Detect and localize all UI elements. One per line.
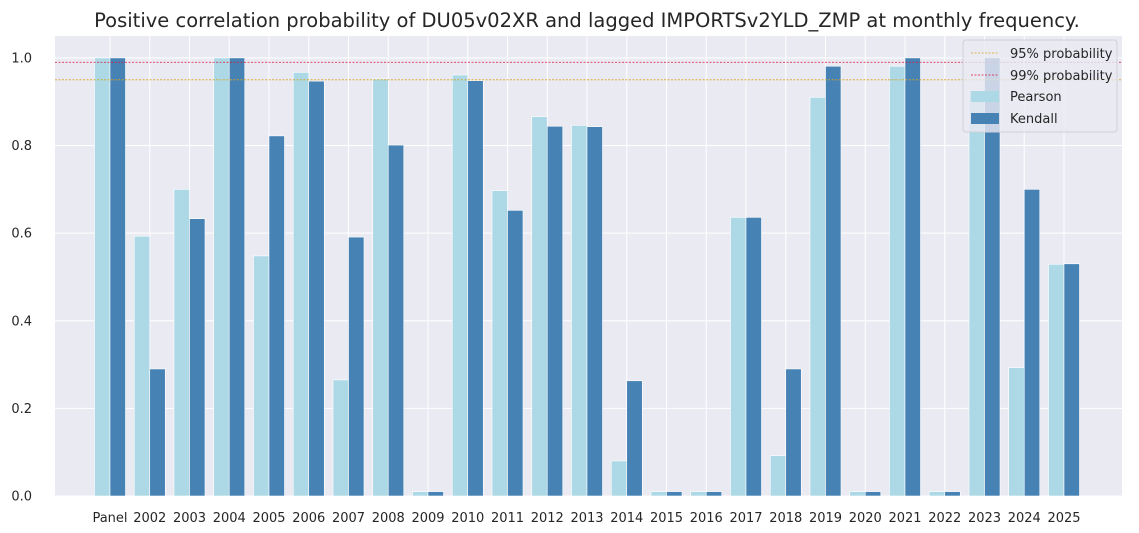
bar-kendall-2019	[825, 65, 842, 497]
x-tick-label: 2010	[451, 511, 484, 526]
bar-pearson-2009	[412, 491, 429, 497]
y-tick-label: 1.0	[11, 51, 32, 66]
bar-kendall-2014	[626, 380, 643, 497]
bar-pearson-2021	[889, 65, 906, 497]
x-tick-label: 2024	[1008, 511, 1041, 526]
x-tick-label: Panel	[92, 511, 127, 526]
bar-kendall-2008	[387, 144, 405, 497]
x-tick-label: 2025	[1047, 511, 1080, 526]
bar-kendall-2005	[268, 135, 285, 497]
x-tick-label: 2012	[531, 511, 564, 526]
reference-lines	[55, 61, 1122, 81]
legend-label-95: 95% probability	[1010, 47, 1113, 62]
x-tick-label: 2007	[332, 511, 365, 526]
bar-pearson-2007	[332, 379, 349, 497]
bar-kendall-2021	[904, 57, 921, 497]
chart-title: Positive correlation probability of DU05…	[94, 9, 1080, 32]
bar-pearson-2008	[372, 78, 389, 497]
x-tick-label: 2009	[411, 511, 444, 526]
x-tick-label: 2013	[570, 511, 603, 526]
x-tick-label: 2021	[888, 511, 921, 526]
bar-pearson-2003	[173, 189, 190, 497]
x-axis-ticks: Panel 2002 2003 2004 2005 2006 2007 2008 2009 201…	[92, 511, 1080, 526]
legend-label-pearson: Pearson	[1010, 90, 1062, 105]
bar-pearson-2023	[968, 90, 985, 497]
bar-pearson-2024	[1008, 367, 1025, 497]
bar-pearson-2019	[809, 97, 826, 497]
x-tick-label: 2014	[610, 511, 643, 526]
x-tick-label: 2019	[809, 511, 842, 526]
bar-kendall-2007	[348, 236, 365, 497]
bar-pearson-2018	[769, 455, 787, 497]
x-tick-label: 2023	[968, 511, 1001, 526]
bar-kendall-2002	[149, 368, 166, 497]
x-tick-label: 2008	[372, 511, 405, 526]
y-tick-label: 0.0	[11, 490, 32, 505]
bar-pearson-panel	[94, 57, 111, 497]
x-tick-label: 2022	[928, 511, 961, 526]
bar-kendall-panel	[109, 57, 126, 497]
legend-box	[962, 39, 1118, 133]
x-tick-label: 2015	[650, 511, 683, 526]
x-tick-label: 2004	[213, 511, 246, 526]
bar-pearson-2011	[491, 190, 508, 497]
bar-kendall-2018	[785, 368, 802, 497]
bar-kendall-2011	[507, 210, 524, 497]
legend-swatch-kendall	[971, 113, 999, 124]
bar-kendall-2024	[1023, 189, 1041, 497]
bar-pearson-2002	[133, 235, 151, 497]
y-tick-label: 0.4	[11, 314, 32, 329]
bar-pearson-2012	[531, 116, 548, 497]
bar-kendall-2015	[666, 491, 683, 497]
bar-pearson-2006	[292, 72, 310, 497]
bar-kendall-2003	[189, 218, 206, 497]
y-axis-ticks: 0.0 0.2 0.4 0.6 0.8 1.0	[11, 51, 32, 504]
bar-kendall-2020	[864, 491, 882, 497]
bar-pearson-2016	[690, 491, 707, 497]
bar-pearson-2015	[650, 491, 667, 497]
bar-pearson-2025	[1048, 263, 1065, 497]
legend-swatch-pearson	[971, 91, 999, 102]
bar-pearson-2020	[849, 491, 866, 497]
legend-label-kendall: Kendall	[1010, 112, 1058, 127]
bar-kendall-2006	[308, 80, 325, 497]
y-tick-label: 0.6	[11, 227, 32, 242]
bar-pearson-2005	[253, 255, 270, 497]
legend: 95% probability 99% probability Pearson …	[962, 39, 1118, 133]
x-tick-label: 2005	[252, 511, 285, 526]
x-tick-label: 2016	[690, 511, 723, 526]
x-tick-label: 2011	[491, 511, 524, 526]
x-tick-label: 2018	[769, 511, 802, 526]
bar-kendall-2012	[546, 125, 564, 497]
bars	[94, 57, 1080, 497]
bar-kendall-2010	[467, 80, 484, 497]
bar-kendall-2025	[1063, 263, 1080, 497]
bar-kendall-2017	[745, 217, 762, 497]
bar-pearson-2017	[730, 217, 747, 497]
bar-kendall-2009	[427, 491, 444, 497]
y-tick-label: 0.8	[11, 139, 32, 154]
bar-kendall-2022	[944, 491, 961, 497]
x-tick-label: 2020	[849, 511, 882, 526]
x-tick-label: 2017	[729, 511, 762, 526]
x-tick-label: 2003	[173, 511, 206, 526]
x-tick-label: 2006	[292, 511, 325, 526]
bar-pearson-2022	[928, 491, 946, 497]
y-tick-label: 0.2	[11, 402, 32, 417]
x-tick-label: 2002	[133, 511, 166, 526]
bar-pearson-2010	[451, 74, 469, 497]
bar-pearson-2004	[213, 57, 230, 497]
bar-kendall-2016	[705, 491, 723, 497]
bar-pearson-2013	[571, 125, 588, 497]
bar-kendall-2004	[228, 57, 246, 497]
bar-kendall-2013	[586, 126, 603, 497]
bar-pearson-2014	[610, 460, 628, 497]
legend-label-99: 99% probability	[1010, 69, 1113, 84]
